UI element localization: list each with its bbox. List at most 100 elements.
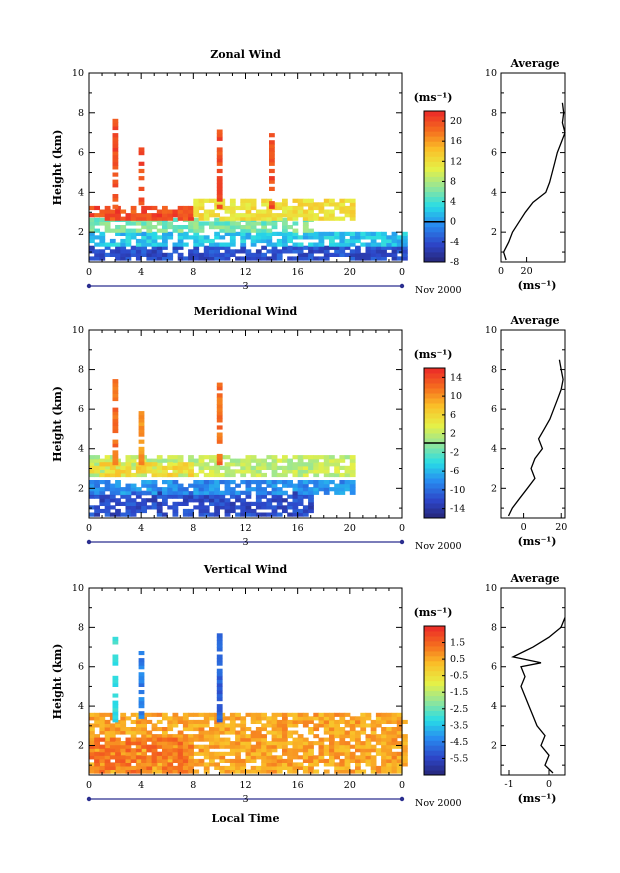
profile-y-tick-label: 8 — [491, 622, 497, 633]
field-cell — [344, 252, 351, 257]
colorbar-step — [424, 438, 445, 444]
field-cell — [245, 198, 252, 203]
field-cell — [224, 737, 231, 742]
field-cell — [203, 755, 210, 760]
field-cell — [141, 235, 147, 240]
field-cell — [375, 242, 382, 247]
field-cell — [89, 465, 95, 470]
colorbar-tick-label: 4 — [450, 197, 456, 208]
colorbar-step — [424, 755, 445, 761]
field-cell — [109, 723, 116, 728]
plume-cell — [112, 453, 119, 459]
field-cell — [89, 748, 95, 753]
field-cell — [261, 235, 267, 240]
x-tick-label: 8 — [190, 523, 196, 534]
field-cell — [255, 734, 262, 739]
field-cell — [214, 231, 220, 236]
field-cell — [381, 755, 387, 760]
field-cell — [292, 487, 299, 492]
field-cell — [276, 755, 283, 760]
field-cell — [396, 769, 403, 774]
colorbar-step — [424, 398, 445, 404]
field-cell — [224, 228, 231, 233]
field-cell — [402, 737, 408, 742]
field-cell — [287, 762, 293, 767]
field-cell — [323, 744, 330, 749]
plume-cell — [269, 154, 275, 159]
field-cell — [355, 748, 361, 753]
field-cell — [308, 205, 314, 211]
day-axis-end — [399, 539, 405, 545]
field-cell — [329, 198, 335, 203]
field-cell — [109, 744, 116, 749]
field-cell — [386, 235, 393, 240]
field-cell — [125, 748, 132, 753]
field-cell — [287, 512, 293, 517]
field-cell — [193, 734, 200, 739]
field-cell — [193, 221, 200, 226]
field-cell — [151, 751, 158, 756]
field-cell — [282, 472, 288, 478]
y-tick-label: 4 — [78, 187, 84, 198]
colorbar-step — [424, 408, 445, 414]
field-cell — [177, 256, 184, 261]
field-cell — [360, 256, 367, 261]
field-cell — [224, 462, 231, 467]
field-cell — [287, 501, 293, 506]
field-cell — [235, 755, 241, 760]
field-cell — [240, 758, 247, 763]
field-cell — [360, 727, 367, 732]
field-cell — [323, 252, 330, 257]
field-cell — [339, 202, 346, 207]
field-cell — [115, 465, 121, 470]
colorbar-step — [424, 715, 445, 721]
field-cell — [209, 242, 215, 247]
field-cell — [292, 213, 299, 218]
colorbar-step — [424, 705, 445, 711]
field-cell — [261, 737, 267, 742]
field-cell — [292, 723, 299, 728]
field-cell — [313, 712, 320, 717]
field-cell — [135, 491, 142, 496]
field-cell — [339, 487, 346, 492]
field-cell — [115, 769, 121, 774]
field-cell — [188, 769, 194, 774]
field-cell — [344, 765, 351, 770]
field-cell — [329, 487, 335, 492]
field-cell — [99, 730, 106, 735]
field-cell — [167, 465, 174, 470]
field-cell — [130, 235, 137, 240]
field-cell — [162, 216, 168, 221]
field-cell — [135, 242, 142, 247]
field-cell — [214, 225, 220, 230]
field-cell — [235, 458, 241, 463]
field-cell — [203, 490, 210, 495]
field-cell — [135, 238, 142, 244]
field-cell — [151, 469, 158, 474]
field-cell — [135, 741, 142, 746]
field-cell — [99, 252, 106, 257]
field-cell — [334, 483, 340, 488]
panel-title: Vertical Wind — [203, 563, 288, 576]
field-cell — [109, 469, 116, 474]
field-cell — [282, 737, 288, 742]
field-cell — [229, 741, 236, 746]
field-cell — [193, 225, 200, 230]
field-cell — [229, 209, 236, 214]
field-cell — [198, 225, 205, 230]
field-cell — [177, 245, 184, 250]
field-cell — [224, 242, 231, 247]
field-cell — [396, 238, 403, 244]
field-cell — [182, 512, 189, 517]
field-cell — [188, 734, 194, 739]
field-cell — [381, 737, 387, 742]
field-cell — [386, 755, 393, 760]
field-cell — [193, 231, 200, 236]
field-cell — [349, 249, 356, 254]
field-cell — [240, 245, 247, 250]
field-cell — [271, 505, 278, 510]
field-cell — [261, 216, 267, 221]
field-cell — [198, 748, 205, 753]
field-cell — [334, 741, 340, 746]
profile-x-tick-label: 0 — [521, 522, 527, 533]
